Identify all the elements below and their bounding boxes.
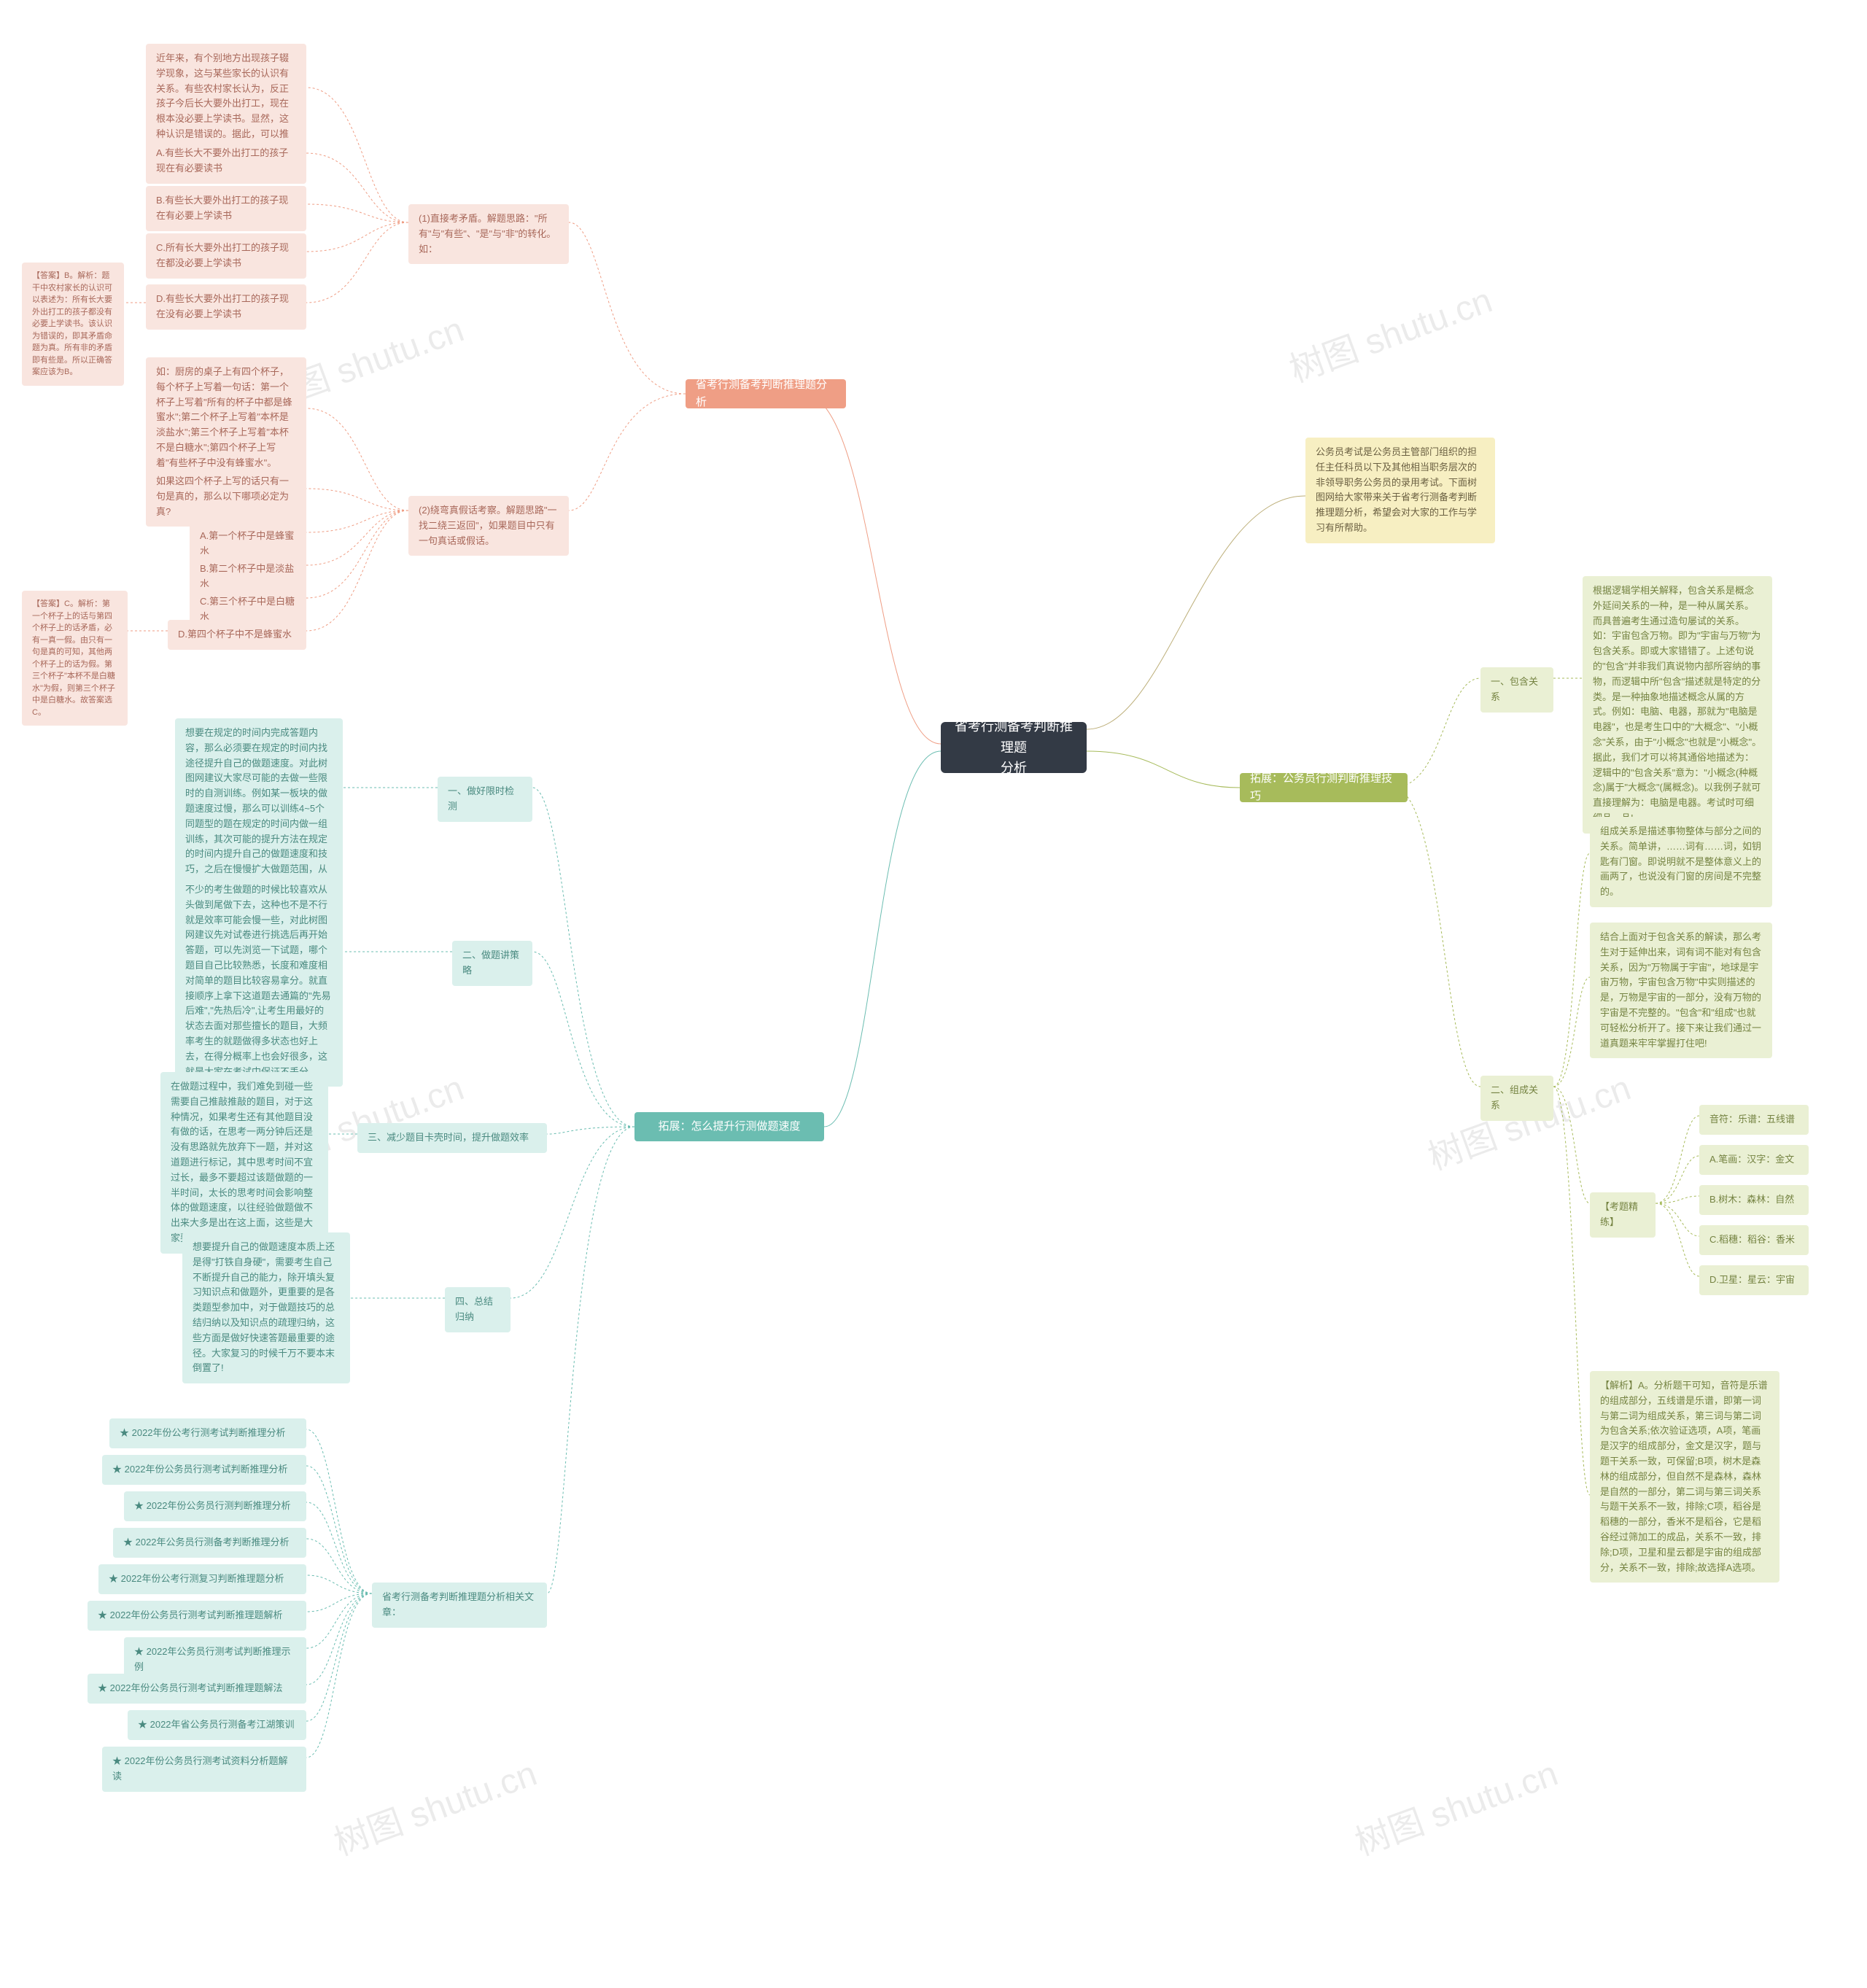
related-link[interactable]: ★ 2022年省公务员行测备考江湖策训 <box>128 1710 306 1740</box>
summary-note: 公务员考试是公务员主管部门组织的担任主任科员以下及其他相当职务层次的非领导职务公… <box>1305 438 1495 543</box>
branch-skills[interactable]: 拓展：公务员行测判断推理技巧 <box>1240 773 1408 802</box>
b3-answer: 【解析】A。分析题干可知，音符是乐谱的组成部分，五线谱是乐谱，即第一词与第二词为… <box>1590 1371 1779 1583</box>
related-link[interactable]: ★ 2022年份公务员行测判断推理分析 <box>124 1491 306 1521</box>
b3-option-a[interactable]: A.笔画：汉字：金文 <box>1699 1145 1809 1175</box>
b1-s1-c[interactable]: C.所有长大要外出打工的孩子现在都没必要上学读书 <box>146 233 306 279</box>
b1-s2-stem: 如：厨房的桌子上有四个杯子，每个杯子上写着一句话：第一个杯子上写着"所有的杯子中… <box>146 357 306 478</box>
b2-s3-text: 在做题过程中，我们难免到碰一些需要自己推敲推敲的题目，对于这种情况，如果考生还有… <box>160 1072 328 1254</box>
b1-s1-b[interactable]: B.有些长大要外出打工的孩子现在有必要上学读书 <box>146 186 306 231</box>
b1-s1-a[interactable]: A.有些长大不要外出打工的孩子现在有必要读书 <box>146 139 306 184</box>
watermark: 树图 shutu.cn <box>1281 271 1498 392</box>
b3-s1[interactable]: 一、包含关系 <box>1480 667 1553 713</box>
b1-s2-answer: 【答案】C。解析：第一个杯子上的话与第四个杯子上的话矛盾，必有一真一假。由只有一… <box>22 591 128 726</box>
b2-s3[interactable]: 三、减少题目卡壳时间，提升做题效率 <box>357 1123 547 1153</box>
b1-s2-d[interactable]: D.第四个杯子中不是蜂蜜水 <box>168 620 306 650</box>
b3-option-b[interactable]: B.树木：森林：自然 <box>1699 1185 1809 1215</box>
root-line1: 省考行测备考判断推理题 <box>951 716 1076 758</box>
related-link[interactable]: ★ 2022年份公务员行测考试判断推理分析 <box>102 1455 306 1485</box>
root-node[interactable]: 省考行测备考判断推理题 分析 <box>941 722 1087 773</box>
root-line2: 分析 <box>1001 758 1027 779</box>
b2-s2-text: 不少的考生做题的时候比较喜欢从头做到尾做下去，这种也不是不行就是效率可能会慢一些… <box>175 875 343 1087</box>
b3-question-label: 【考题精练】 <box>1590 1192 1656 1238</box>
b2-s2[interactable]: 二、做题讲策略 <box>452 941 532 986</box>
b2-s4-text: 想要提升自己的做题速度本质上还是得"打铁自身硬"，需要考生自己不断提升自己的能力… <box>182 1232 350 1383</box>
b1-sub1[interactable]: (1)直接考矛盾。解题思路："所有"与"有些"、"是"与"非"的转化。如： <box>408 204 569 264</box>
watermark: 树图 shutu.cn <box>1347 1744 1564 1865</box>
related-link[interactable]: ★ 2022年份公考行测考试判断推理分析 <box>109 1418 306 1448</box>
b3-option-c[interactable]: C.稻穗：稻谷：香米 <box>1699 1225 1809 1255</box>
b2-related-label: 省考行测备考判断推理题分析相关文章： <box>372 1583 547 1628</box>
b1-s1-answer: 【答案】B。解析：题干中农村家长的认识可以表述为：所有长大要外出打工的孩子都没有… <box>22 263 124 386</box>
b2-s1[interactable]: 一、做好限时检测 <box>438 777 532 822</box>
watermark: 树图 shutu.cn <box>326 1744 543 1865</box>
b3-question-stem: 音符：乐谱：五线谱 <box>1699 1105 1809 1135</box>
related-link[interactable]: ★ 2022年份公务员行测考试判断推理题解法 <box>88 1674 306 1704</box>
b3-s2-text2: 结合上面对于包含关系的解读，那么考生对于延伸出来，词有词不能对有包含关系，因为"… <box>1590 923 1772 1058</box>
related-link[interactable]: ★ 2022年份公考行测复习判断推理题分析 <box>98 1564 306 1594</box>
related-link[interactable]: ★ 2022年份公务员行测考试资料分析题解读 <box>102 1747 306 1792</box>
b3-option-d[interactable]: D.卫星：星云：宇宙 <box>1699 1265 1809 1295</box>
b1-sub2[interactable]: (2)绕弯真假话考察。解题思路"一找二绕三返回"，如果题目中只有一句真话或假话。 <box>408 496 569 556</box>
related-link[interactable]: ★ 2022年份公务员行测考试判断推理题解析 <box>88 1601 306 1631</box>
b2-s4[interactable]: 四、总结归纳 <box>445 1287 511 1332</box>
branch-speed[interactable]: 拓展：怎么提升行测做题速度 <box>634 1112 824 1141</box>
branch-analysis[interactable]: 省考行测备考判断推理题分析 <box>686 379 846 408</box>
b3-s2-text1: 组成关系是描述事物整体与部分之间的关系。简单讲，……词有……词，如钥匙有门窗。即… <box>1590 817 1772 907</box>
b1-s2-q: 如果这四个杯子上写的话只有一句是真的，那么以下哪项必定为真? <box>146 467 306 527</box>
related-link[interactable]: ★ 2022年公务员行测备考判断推理分析 <box>113 1528 306 1558</box>
b1-s1-d[interactable]: D.有些长大要外出打工的孩子现在没有必要上学读书 <box>146 284 306 330</box>
b3-s2[interactable]: 二、组成关系 <box>1480 1076 1553 1121</box>
b3-s1-text: 根据逻辑学相关解释，包含关系是概念外延间关系的一种，是一种从属关系。而具普遍考生… <box>1583 576 1772 834</box>
